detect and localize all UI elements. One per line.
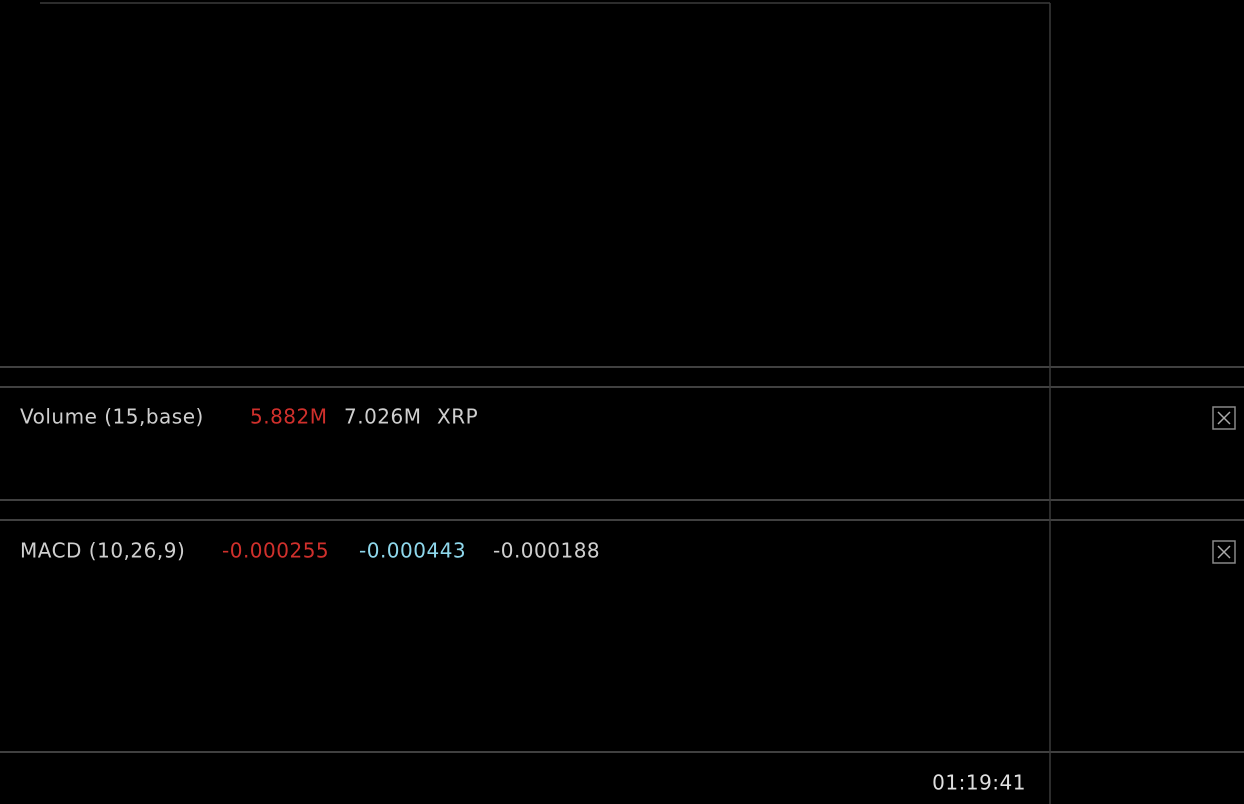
legend-box [14, 400, 478, 436]
close-box[interactable] [1212, 406, 1236, 430]
clock: 01:19:41 [932, 771, 1026, 795]
legend-box [14, 534, 610, 570]
volume-unit: XRP [437, 405, 478, 429]
macd-legend-value: -0.000188 [493, 539, 600, 563]
close-button[interactable] [1212, 540, 1236, 564]
close-box[interactable] [1212, 540, 1236, 564]
volume-legend-value: 7.026M [344, 405, 422, 429]
macd-legend-value: -0.000443 [359, 539, 466, 563]
volume-title: Volume (15,base) [20, 405, 204, 429]
macd-title: MACD (10,26,9) [20, 539, 185, 563]
close-icon[interactable] [1217, 545, 1231, 559]
macd-legend-value: -0.000255 [222, 539, 329, 563]
volume-legend-value: 5.882M [250, 405, 328, 429]
label-layer: Volume (15,base) 5.882M 7.026M XRP MACD … [14, 400, 1236, 795]
close-icon[interactable] [1217, 411, 1231, 425]
close-button[interactable] [1212, 406, 1236, 430]
